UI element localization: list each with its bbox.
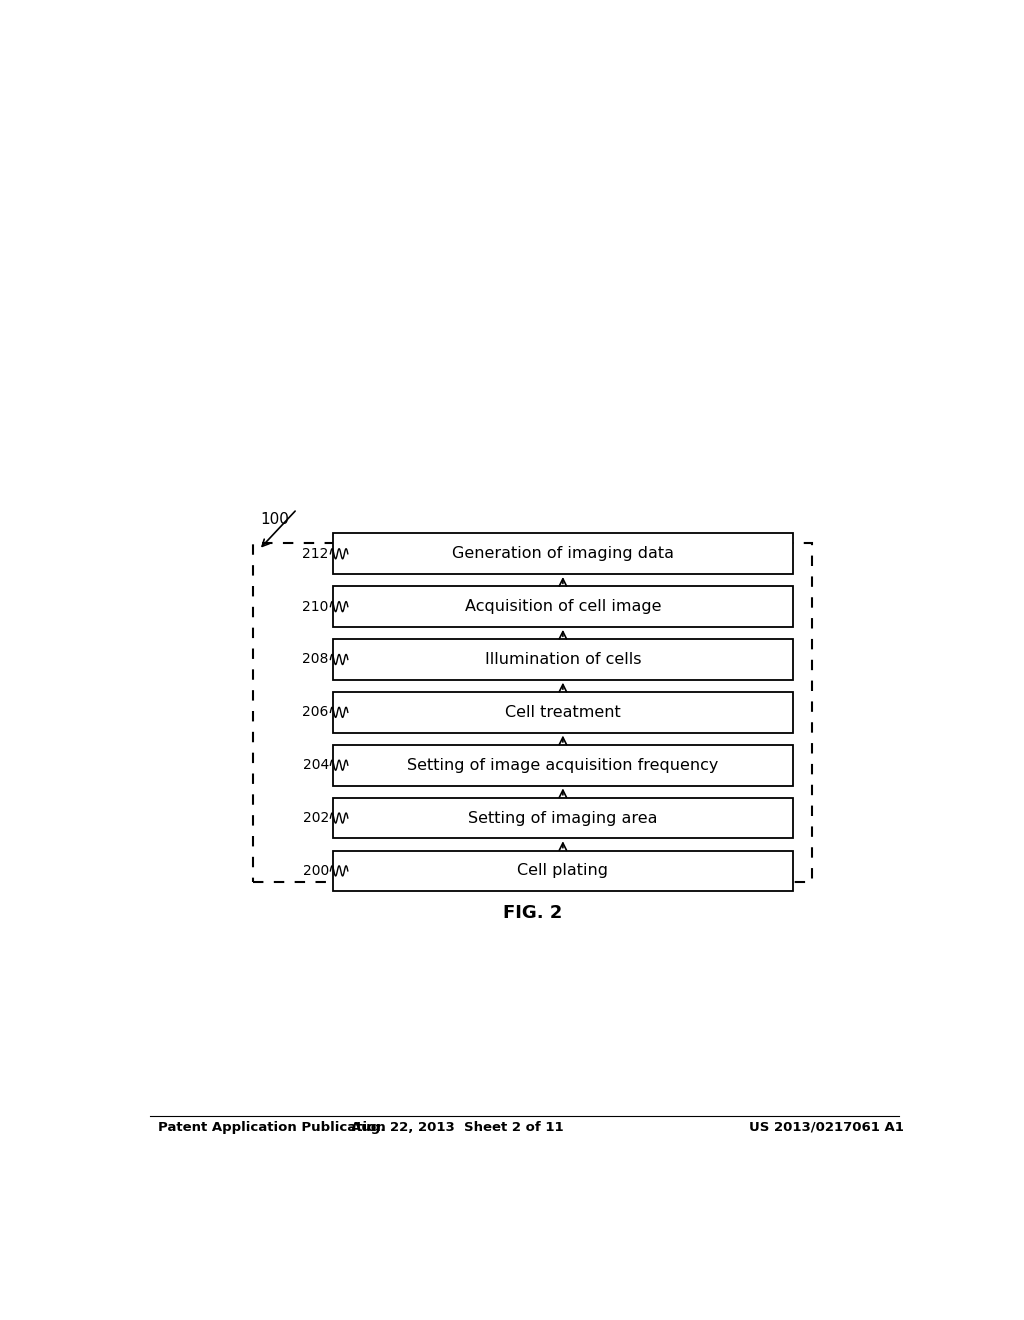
Text: Aug. 22, 2013  Sheet 2 of 11: Aug. 22, 2013 Sheet 2 of 11 (351, 1121, 563, 1134)
Bar (333, 797, 793, 838)
Text: 206: 206 (302, 705, 329, 719)
Text: Acquisition of cell image: Acquisition of cell image (465, 599, 662, 614)
Bar (333, 639, 793, 680)
Bar (333, 850, 793, 891)
Text: 100: 100 (260, 512, 289, 527)
Text: Illumination of cells: Illumination of cells (484, 652, 641, 667)
Bar (253, 543, 812, 882)
Text: Setting of image acquisition frequency: Setting of image acquisition frequency (408, 758, 719, 772)
Text: 204: 204 (302, 758, 329, 772)
Text: 202: 202 (302, 810, 329, 825)
Text: 208: 208 (302, 652, 329, 667)
Text: Cell plating: Cell plating (517, 863, 608, 878)
Text: FIG. 2: FIG. 2 (503, 904, 562, 921)
Text: Generation of imaging data: Generation of imaging data (452, 546, 674, 561)
Bar (333, 744, 793, 785)
Bar (333, 586, 793, 627)
Bar (333, 533, 793, 574)
Text: 212: 212 (302, 546, 329, 561)
Text: Patent Application Publication: Patent Application Publication (158, 1121, 386, 1134)
Text: 210: 210 (302, 599, 329, 614)
Text: 200: 200 (302, 863, 329, 878)
Text: Setting of imaging area: Setting of imaging area (468, 810, 657, 825)
Bar (333, 692, 793, 733)
Text: Cell treatment: Cell treatment (505, 705, 621, 719)
Text: US 2013/0217061 A1: US 2013/0217061 A1 (749, 1121, 904, 1134)
